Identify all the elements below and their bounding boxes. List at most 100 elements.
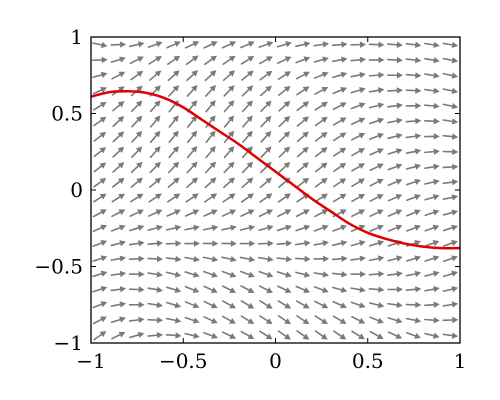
slope-arrow xyxy=(259,85,272,97)
slope-arrow-shaft xyxy=(424,73,435,77)
slope-arrow-head xyxy=(100,240,108,247)
slope-arrow xyxy=(223,115,235,128)
slope-arrow-head xyxy=(321,193,328,200)
slope-arrow xyxy=(92,209,107,218)
slope-arrow-shaft xyxy=(406,196,417,202)
slope-arrow-head xyxy=(377,148,384,155)
slope-arrow xyxy=(203,270,218,278)
slope-arrow-shaft xyxy=(221,331,232,337)
slope-arrow-shaft xyxy=(424,318,435,321)
slope-arrow xyxy=(167,177,180,189)
slope-arrow xyxy=(424,72,440,79)
slope-arrow-head xyxy=(303,209,310,216)
slope-arrow-shaft xyxy=(147,227,158,231)
slope-arrow-head xyxy=(172,115,179,122)
slope-arrow-head xyxy=(320,177,328,185)
slope-arrow-shaft xyxy=(221,227,232,231)
slope-arrow xyxy=(314,315,328,325)
slope-arrow-head xyxy=(193,240,200,247)
slope-arrow xyxy=(93,147,107,158)
slope-arrow-head xyxy=(359,286,366,293)
slope-arrow-head xyxy=(396,255,403,262)
slope-arrow-shaft xyxy=(442,333,454,337)
slope-arrow-head xyxy=(100,209,107,216)
slope-arrow xyxy=(130,70,144,81)
slope-arrow xyxy=(369,240,385,247)
slope-arrow xyxy=(258,41,274,48)
slope-arrow xyxy=(314,193,328,203)
slope-arrow xyxy=(442,240,458,247)
slope-arrow xyxy=(147,301,163,309)
slope-arrow xyxy=(333,147,347,157)
slope-arrow xyxy=(223,161,235,174)
slope-arrow xyxy=(166,301,182,309)
slope-arrow-head xyxy=(358,102,366,109)
slope-arrow-shaft xyxy=(222,73,232,81)
slope-arrow-shaft xyxy=(276,242,288,246)
slope-arrow-shaft xyxy=(424,226,435,232)
slope-arrow-shaft xyxy=(296,104,306,112)
slope-arrow xyxy=(442,285,459,293)
slope-arrow-shaft xyxy=(276,271,287,276)
slope-arrow-shaft xyxy=(406,211,417,217)
slope-arrow-head xyxy=(376,178,384,185)
slope-arrow-shaft xyxy=(167,58,177,65)
slope-arrow xyxy=(276,41,292,48)
slope-arrow-shaft xyxy=(331,257,343,261)
slope-arrow-head xyxy=(99,162,107,169)
slope-arrow-head xyxy=(190,100,198,107)
slope-arrow-head xyxy=(118,71,126,78)
slope-arrow-shaft xyxy=(368,273,380,276)
slope-arrow xyxy=(424,102,440,110)
slope-arrow-shaft xyxy=(92,303,103,309)
slope-arrow-head xyxy=(377,87,385,94)
slope-arrow-shaft xyxy=(277,73,287,81)
slope-arrow-shaft xyxy=(369,150,380,156)
slope-arrow-head xyxy=(433,118,440,125)
slope-arrow xyxy=(368,71,385,79)
slope-arrow xyxy=(442,102,459,110)
slope-arrow-head xyxy=(395,333,403,339)
slope-arrow xyxy=(110,255,127,262)
slope-arrow-head xyxy=(209,177,217,184)
slope-arrow xyxy=(239,224,256,232)
slope-arrow-head xyxy=(229,302,236,309)
slope-arrow-head xyxy=(119,316,126,323)
slope-arrow-head xyxy=(396,270,403,278)
slope-arrow xyxy=(128,316,145,324)
slope-arrow-shaft xyxy=(184,227,195,231)
slope-arrow-shaft xyxy=(314,134,324,142)
slope-arrow-head xyxy=(99,131,107,139)
slope-arrow-shaft xyxy=(387,165,398,171)
slope-arrow xyxy=(369,163,384,172)
slope-arrow xyxy=(387,148,403,155)
slope-arrow-shaft xyxy=(93,119,103,127)
slope-arrow-shaft xyxy=(167,180,176,189)
slope-arrow-shaft xyxy=(405,181,417,186)
slope-arrow-head xyxy=(229,287,237,293)
slope-arrow-head xyxy=(265,318,273,325)
slope-arrow xyxy=(276,271,292,278)
slope-arrow-shaft xyxy=(314,104,324,111)
slope-arrow xyxy=(296,330,310,340)
slope-arrow-shaft xyxy=(202,256,214,260)
slope-arrow-head xyxy=(172,161,180,169)
slope-arrow-shaft xyxy=(313,286,324,291)
slope-arrow-shaft xyxy=(149,73,158,81)
slope-arrow-shaft xyxy=(351,150,361,157)
slope-arrow-shaft xyxy=(166,286,177,291)
slope-arrow xyxy=(128,240,145,247)
slope-arrow xyxy=(147,286,163,293)
slope-arrow-head xyxy=(376,333,384,339)
slope-arrow-shaft xyxy=(442,242,453,247)
slope-arrow xyxy=(331,271,348,278)
slope-arrow-head xyxy=(119,286,127,293)
slope-arrow xyxy=(277,330,291,340)
slope-arrow-shaft xyxy=(110,318,121,324)
slope-arrow xyxy=(442,163,459,171)
slope-arrow-head xyxy=(414,224,421,231)
slope-arrow-shaft xyxy=(405,288,417,291)
slope-arrow xyxy=(294,240,311,247)
slope-arrow-head xyxy=(137,224,145,231)
slope-arrow-head xyxy=(99,331,107,338)
